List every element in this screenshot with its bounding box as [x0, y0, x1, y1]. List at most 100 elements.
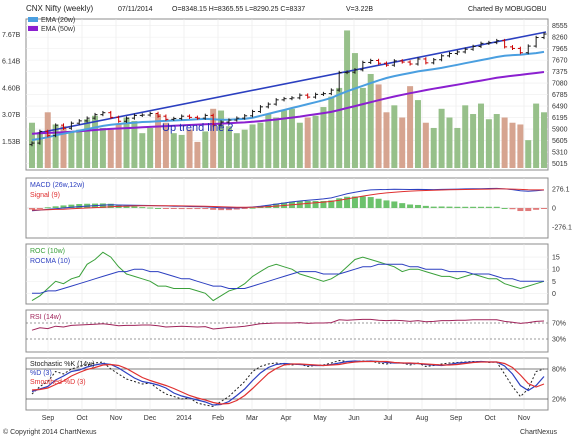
- macd-hist-bar: [139, 207, 146, 209]
- price-tick-label: 8555: [552, 23, 568, 30]
- rocma-line: [32, 263, 544, 294]
- volume-bar: [312, 115, 319, 168]
- volume-bar: [155, 114, 162, 168]
- macd-hist-bar: [454, 206, 461, 208]
- macd-hist-bar: [320, 201, 327, 208]
- macd-axis: 276.1 0 -276.1: [552, 186, 572, 231]
- ema50-line: [31, 71, 545, 135]
- volume-bar: [249, 124, 256, 168]
- ema20-legend: EMA (20w): [41, 17, 75, 24]
- price-tick-label: 6490: [552, 104, 568, 111]
- macd-hist-bar: [359, 196, 366, 208]
- rsi-axis: 70% 30%: [552, 321, 566, 344]
- x-tick-label: Feb: [212, 415, 224, 422]
- macd-hist-bar: [367, 197, 374, 208]
- chart-date: 07/11/2014: [118, 6, 153, 13]
- roc-panel: 15 10 5 0 ROC (10w) ROCMA (10): [25, 243, 560, 305]
- macd-hist-bar: [517, 208, 524, 212]
- macd-hist-bar: [533, 208, 540, 210]
- macd-hist-bar: [52, 206, 59, 208]
- macd-hist-bar: [414, 204, 421, 208]
- volume-bar: [218, 110, 225, 168]
- macd-hist-bar: [470, 206, 477, 208]
- x-tick-label: Jul: [384, 415, 393, 422]
- volume-tick-label: 7.67B: [2, 32, 21, 39]
- volume-bar: [304, 117, 311, 168]
- macd-hist-bar: [249, 207, 256, 209]
- volume-bar: [233, 133, 240, 168]
- volume-bar: [422, 122, 429, 168]
- roc-tick-label: 0: [552, 291, 556, 298]
- volume-bar: [186, 129, 193, 168]
- price-axis: 8555 8260 7965 7670 7375 7080 6785 6490 6195 5900…: [552, 23, 568, 168]
- macd-hist-bar: [60, 205, 67, 208]
- price-tick-label: 5015: [552, 161, 568, 168]
- chart-ohlc: O=8348.15 H=8365.55 L=8290.25 C=8337: [172, 6, 305, 13]
- x-tick-label: Aug: [416, 415, 429, 422]
- volume-bar: [391, 105, 398, 168]
- price-bars: [29, 32, 547, 147]
- stoch-sd-legend: Smoothed %D (3): [30, 379, 86, 386]
- volume-bar: [257, 122, 264, 168]
- x-tick-label: 2014: [176, 415, 192, 422]
- volume-bar: [60, 126, 67, 168]
- volume-bar: [296, 122, 303, 168]
- price-tick-label: 7080: [552, 81, 568, 88]
- volume-tick-label: 1.53B: [2, 139, 21, 146]
- stoch-tick-label: 20%: [552, 397, 566, 404]
- volume-bar: [52, 124, 59, 168]
- macd-tick-label: 0: [552, 206, 556, 213]
- stoch-k-legend: Stochastic %K (14w): [30, 361, 95, 368]
- volume-bar: [210, 108, 217, 168]
- volume-bar: [170, 133, 177, 168]
- signal-line: [31, 188, 544, 211]
- macd-hist-bar: [438, 206, 445, 208]
- roc-tick-label: 10: [552, 267, 560, 274]
- stoch-d-legend: %D (3): [30, 370, 52, 377]
- volume-bars: [29, 30, 547, 169]
- price-tick-label: 6785: [552, 92, 568, 99]
- macd-hist-bar: [509, 208, 516, 210]
- volume-bar: [44, 112, 51, 168]
- x-tick-label: Mar: [246, 415, 259, 422]
- roc-line: [31, 251, 545, 302]
- rsi-panel: 70% 30% RSI (14w): [25, 309, 566, 353]
- macd-hist-bar: [351, 196, 358, 208]
- price-tick-label: 6195: [552, 115, 568, 122]
- macd-hist-bar: [155, 208, 162, 209]
- price-tick-label: 7965: [552, 46, 568, 53]
- macd-hist-bar: [312, 201, 319, 208]
- macd-hist-bar: [383, 200, 390, 208]
- macd-hist-bar: [446, 206, 453, 208]
- volume-bar: [36, 133, 43, 168]
- rsi-line: [31, 318, 545, 331]
- volume-bar: [147, 127, 154, 168]
- x-tick-label: Apr: [281, 415, 293, 422]
- volume-bar: [438, 108, 445, 168]
- x-axis: Sep Oct Nov Dec 2014 Feb Mar Apr May Jun Jul Aug Sep…: [42, 415, 531, 422]
- stochastic-smoothed-d-line: [31, 360, 545, 405]
- macd-hist-bar: [477, 206, 484, 208]
- macd-hist-bar: [233, 208, 240, 210]
- x-tick-label: Dec: [144, 415, 157, 422]
- macd-hist-bar: [241, 208, 248, 209]
- macd-hist-bar: [36, 208, 43, 209]
- volume-bar: [241, 129, 248, 168]
- macd-hist-bar: [304, 201, 311, 208]
- macd-hist-bar: [336, 198, 343, 208]
- volume-bar: [462, 105, 469, 168]
- price-tick-label: 5605: [552, 138, 568, 145]
- volume-bar: [178, 134, 185, 168]
- volume-bar: [407, 86, 414, 168]
- volume-bar: [533, 103, 540, 168]
- x-tick-label: Sep: [450, 415, 463, 422]
- stochastic-grid: [26, 358, 548, 410]
- volume-bar: [281, 110, 288, 168]
- x-tick-label: Oct: [77, 415, 88, 422]
- rsi-tick-label: 70%: [552, 321, 566, 328]
- roc-axis: 15 10 5 0: [552, 255, 560, 298]
- volume-bar: [162, 122, 169, 168]
- volume-bar: [399, 117, 406, 168]
- volume-bar: [194, 141, 201, 168]
- macd-hist-bar: [407, 204, 414, 208]
